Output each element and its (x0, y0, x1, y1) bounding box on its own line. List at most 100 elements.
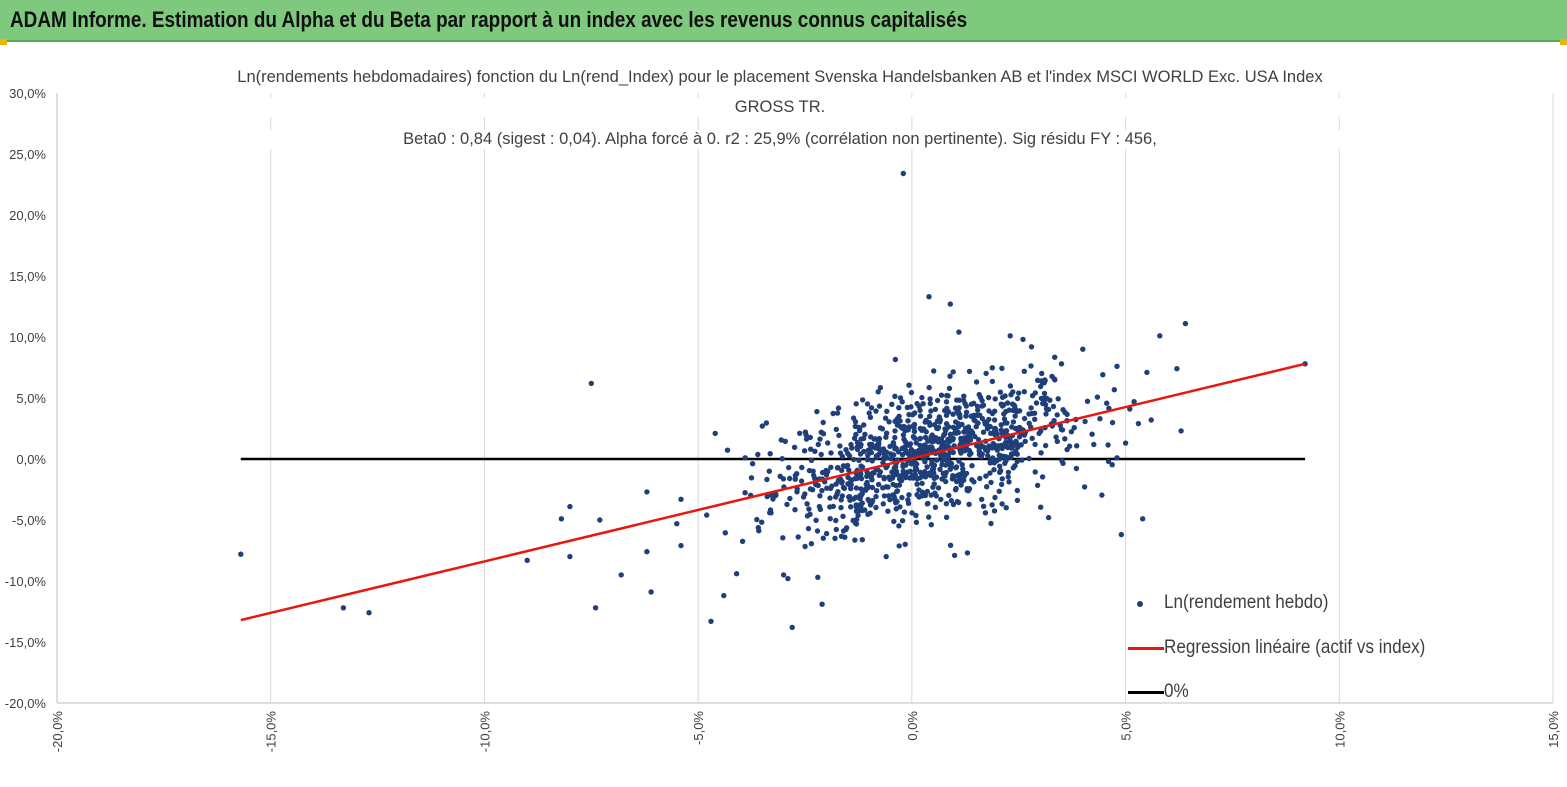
data-point (929, 432, 935, 438)
data-point (815, 574, 821, 580)
data-point (939, 443, 945, 450)
data-point (1144, 369, 1150, 376)
legend-line-regression (1128, 647, 1164, 650)
data-point (759, 519, 765, 525)
data-point (963, 409, 970, 415)
y-tick-label: 0,0% (16, 452, 46, 467)
data-point (1174, 366, 1180, 372)
data-point (1060, 407, 1066, 413)
legend-label-points: Ln(rendement hebdo) (1164, 592, 1329, 613)
data-point (837, 443, 843, 449)
data-point (859, 537, 865, 543)
data-point (814, 528, 821, 534)
data-point (935, 439, 941, 445)
data-point (827, 485, 834, 491)
scatter-points (238, 170, 1308, 631)
data-point (1051, 376, 1058, 382)
data-point (786, 464, 792, 471)
data-point (948, 497, 954, 504)
data-point (968, 401, 975, 407)
data-point (749, 461, 756, 467)
data-point (1014, 458, 1020, 465)
data-point (984, 425, 991, 432)
data-point (998, 422, 1004, 428)
data-point (795, 534, 801, 540)
data-point (913, 440, 919, 446)
data-point (898, 478, 904, 484)
data-point (929, 458, 935, 464)
data-point (853, 401, 859, 407)
data-point (1043, 406, 1050, 412)
data-point (1026, 420, 1032, 426)
data-point (823, 472, 830, 478)
data-point (1022, 438, 1028, 445)
data-point (906, 424, 912, 430)
data-point (989, 365, 995, 371)
data-point (1084, 398, 1091, 404)
data-point (979, 496, 985, 503)
data-point (973, 424, 979, 430)
data-point (926, 470, 933, 476)
data-point (979, 397, 985, 404)
data-point (924, 488, 930, 495)
data-point (817, 493, 823, 499)
data-point (1003, 408, 1009, 415)
data-point (952, 419, 959, 425)
data-point (999, 445, 1005, 452)
data-point (1001, 453, 1007, 460)
scatter-chart: -20,0% -15,0% -10,0% -5,0% 0,0% 5,0% 10,0% 15,0… (5, 86, 1561, 752)
data-point (806, 467, 813, 474)
data-point (804, 501, 810, 507)
data-point (997, 463, 1003, 469)
data-point (1002, 460, 1008, 466)
data-point (1058, 426, 1065, 433)
data-point (956, 405, 962, 411)
data-point (883, 430, 890, 436)
data-point (780, 535, 786, 541)
x-tick-label: -5,0% (691, 711, 706, 745)
data-point (991, 425, 998, 432)
data-point (784, 501, 790, 508)
data-point (1054, 412, 1060, 418)
data-point (868, 471, 874, 478)
data-point (1097, 416, 1103, 422)
data-point (846, 494, 852, 500)
data-point (990, 440, 996, 447)
data-point (777, 473, 783, 479)
data-point (853, 521, 860, 527)
data-point (979, 403, 985, 409)
data-point (840, 463, 847, 469)
data-point (991, 508, 998, 514)
data-point (827, 516, 833, 522)
data-point (1039, 474, 1046, 480)
data-point (882, 450, 888, 456)
data-point (985, 394, 992, 401)
data-point (756, 528, 762, 534)
data-point (897, 418, 903, 424)
data-point (789, 624, 795, 631)
data-point (588, 380, 594, 387)
data-point (1050, 403, 1057, 410)
data-point (1021, 415, 1028, 422)
data-point (950, 473, 956, 479)
data-point (964, 550, 971, 556)
data-point (868, 434, 874, 440)
data-point (893, 468, 900, 474)
data-point (1028, 344, 1035, 350)
data-point (1099, 492, 1105, 498)
data-point (1032, 469, 1038, 475)
data-point (942, 426, 948, 432)
data-point (953, 478, 960, 485)
legend-marker-points (1137, 601, 1143, 607)
data-point (969, 430, 976, 436)
data-point (808, 457, 815, 463)
data-point (1006, 479, 1012, 485)
data-point (894, 488, 901, 494)
data-point (1029, 410, 1035, 417)
data-point (926, 514, 932, 520)
data-point (828, 464, 834, 470)
data-point (969, 463, 975, 469)
banner-corner-right (1560, 39, 1567, 45)
data-point (1009, 424, 1015, 430)
data-point (919, 446, 925, 452)
